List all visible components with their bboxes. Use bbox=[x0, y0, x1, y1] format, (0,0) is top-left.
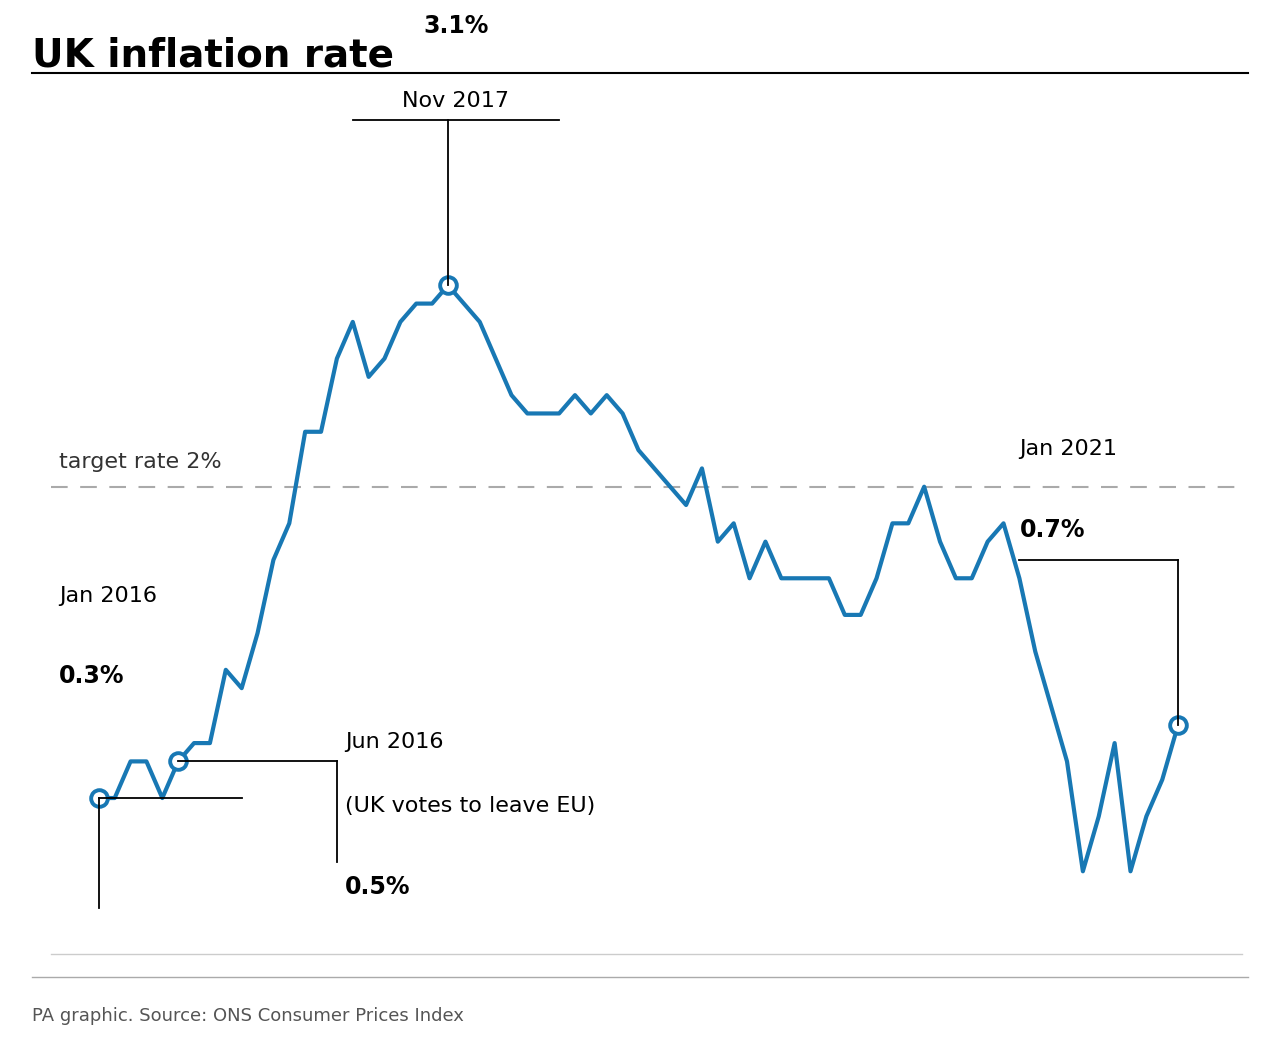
Text: 0.7%: 0.7% bbox=[1019, 518, 1085, 542]
Text: (UK votes to leave EU): (UK votes to leave EU) bbox=[344, 796, 595, 816]
Text: Jun 2016: Jun 2016 bbox=[344, 733, 443, 752]
Text: target rate 2%: target rate 2% bbox=[59, 452, 221, 472]
Text: Nov 2017: Nov 2017 bbox=[402, 91, 509, 111]
Text: 0.3%: 0.3% bbox=[59, 664, 124, 689]
Text: Jan 2021: Jan 2021 bbox=[1019, 439, 1117, 459]
Text: UK inflation rate: UK inflation rate bbox=[32, 37, 394, 74]
Text: 3.1%: 3.1% bbox=[424, 14, 489, 38]
Text: Jan 2016: Jan 2016 bbox=[59, 586, 157, 606]
Text: 0.5%: 0.5% bbox=[344, 875, 411, 899]
Text: PA graphic. Source: ONS Consumer Prices Index: PA graphic. Source: ONS Consumer Prices … bbox=[32, 1007, 463, 1025]
